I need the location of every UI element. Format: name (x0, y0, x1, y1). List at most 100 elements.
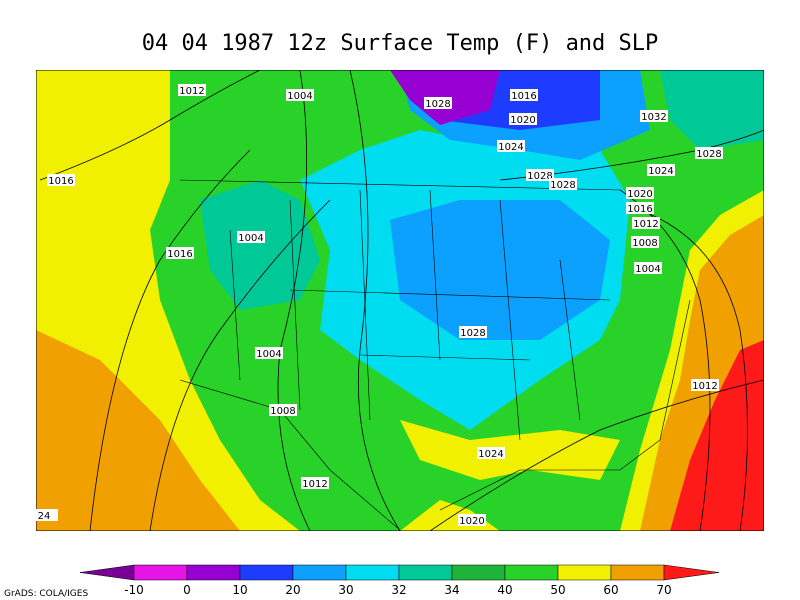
contour-value: 1020 (627, 189, 652, 200)
label-box (691, 379, 719, 391)
label-box (459, 326, 487, 338)
colorbar-label: 50 (550, 583, 565, 597)
contour-label: 1004 (237, 231, 265, 244)
colorbar-box (451, 564, 506, 581)
contour-label: 1020 (458, 514, 486, 527)
colorbar-label: 10 (232, 583, 247, 597)
label-box (626, 187, 654, 199)
label-box (237, 231, 265, 243)
contour-label: 1024 (477, 447, 505, 460)
label-box (632, 217, 660, 229)
contour-value: 1004 (238, 233, 263, 244)
colorbar-box (610, 564, 665, 581)
label-box (30, 509, 58, 521)
label-box (549, 178, 577, 190)
label-box (269, 404, 297, 416)
contour-value: 1028 (696, 149, 721, 160)
label-box (695, 147, 723, 159)
colorbar-label: 34 (444, 583, 459, 597)
contour-label: 1016 (510, 89, 538, 102)
contour-value: 1016 (167, 249, 192, 260)
contour-value: 1012 (633, 219, 658, 230)
contour-label: 1024 (497, 140, 525, 153)
contour-label: 1012 (301, 477, 329, 490)
colorbar-label: 60 (603, 583, 618, 597)
contour-label: 1016 (626, 202, 654, 215)
label-box (631, 236, 659, 248)
contour-value: 1028 (527, 171, 552, 182)
contour-label: 24 (30, 509, 58, 522)
contour-label: 1020 (626, 187, 654, 200)
colorbar-box (239, 564, 294, 581)
label-box (424, 97, 452, 109)
colorbar-label: 30 (338, 583, 353, 597)
contour-value: 1028 (550, 180, 575, 191)
label-box (634, 262, 662, 274)
contour-label: 1008 (631, 236, 659, 249)
contour-value: 1016 (48, 176, 73, 187)
contour-value: 1016 (627, 204, 652, 215)
contour-value: 1020 (510, 115, 535, 126)
contour-label: 1028 (459, 326, 487, 339)
contour-value: 1004 (287, 91, 312, 102)
contour-value: 1020 (459, 516, 484, 527)
colorbar-end (663, 564, 720, 581)
contour-value: 1008 (632, 238, 657, 249)
contour-value: 1024 (648, 166, 673, 177)
colorbar-label: 70 (656, 583, 671, 597)
label-box (509, 113, 537, 125)
colorbar-box (557, 564, 612, 581)
colorbar-box (133, 564, 188, 581)
contour-value: 1016 (511, 91, 536, 102)
contour-label: 1016 (47, 174, 75, 187)
contour-label: 1008 (269, 404, 297, 417)
contour-value: 1004 (256, 349, 281, 360)
credit: GrADS: COLA/IGES (4, 589, 88, 599)
label-box (640, 110, 668, 122)
contour-value: 1004 (635, 264, 660, 275)
colorbar-box (186, 564, 241, 581)
colorbar-label: -10 (124, 583, 144, 597)
map (36, 70, 764, 531)
contour-value: 1032 (641, 112, 666, 123)
colorbar-label: 32 (391, 583, 406, 597)
label-box (286, 89, 314, 101)
contour-label: 1004 (255, 347, 283, 360)
contour-value: 1024 (498, 142, 523, 153)
label-box (526, 169, 554, 181)
contour-label: 1020 (509, 113, 537, 126)
label-box (497, 140, 525, 152)
contour-value: 1024 (478, 449, 503, 460)
contour-label: 1028 (695, 147, 723, 160)
colorbar-end (79, 564, 135, 581)
label-box (301, 477, 329, 489)
colorbar-box (398, 564, 453, 581)
contour-label: 1004 (634, 262, 662, 275)
colorbar-box (345, 564, 400, 581)
colorbar-label: 0 (183, 583, 191, 597)
label-box (626, 202, 654, 214)
contour-value: 1012 (179, 86, 204, 97)
contour-value: 1012 (302, 479, 327, 490)
contour-value: 1028 (425, 99, 450, 110)
colorbar: -10 0 10 20 30 32 34 40 50 60 70 (79, 564, 720, 597)
contour-label: 1016 (166, 247, 194, 260)
contour-label: 1012 (691, 379, 719, 392)
colorbar-box (292, 564, 347, 581)
label-box (166, 247, 194, 259)
colorbar-label: 40 (497, 583, 512, 597)
contour-label: 1028 (526, 169, 554, 182)
label-box (255, 347, 283, 359)
contour-value: 1008 (270, 406, 295, 417)
label-box (510, 89, 538, 101)
contour-label: 1012 (632, 217, 660, 230)
contour-label: 1012 (178, 84, 206, 97)
contour-label: 1004 (286, 89, 314, 102)
title: 04 04 1987 12z Surface Temp (F) and SLP (142, 31, 659, 56)
contour-label: 1024 (647, 164, 675, 177)
contour-value: 1028 (460, 328, 485, 339)
contour-value: 1012 (692, 381, 717, 392)
label-box (458, 514, 486, 526)
